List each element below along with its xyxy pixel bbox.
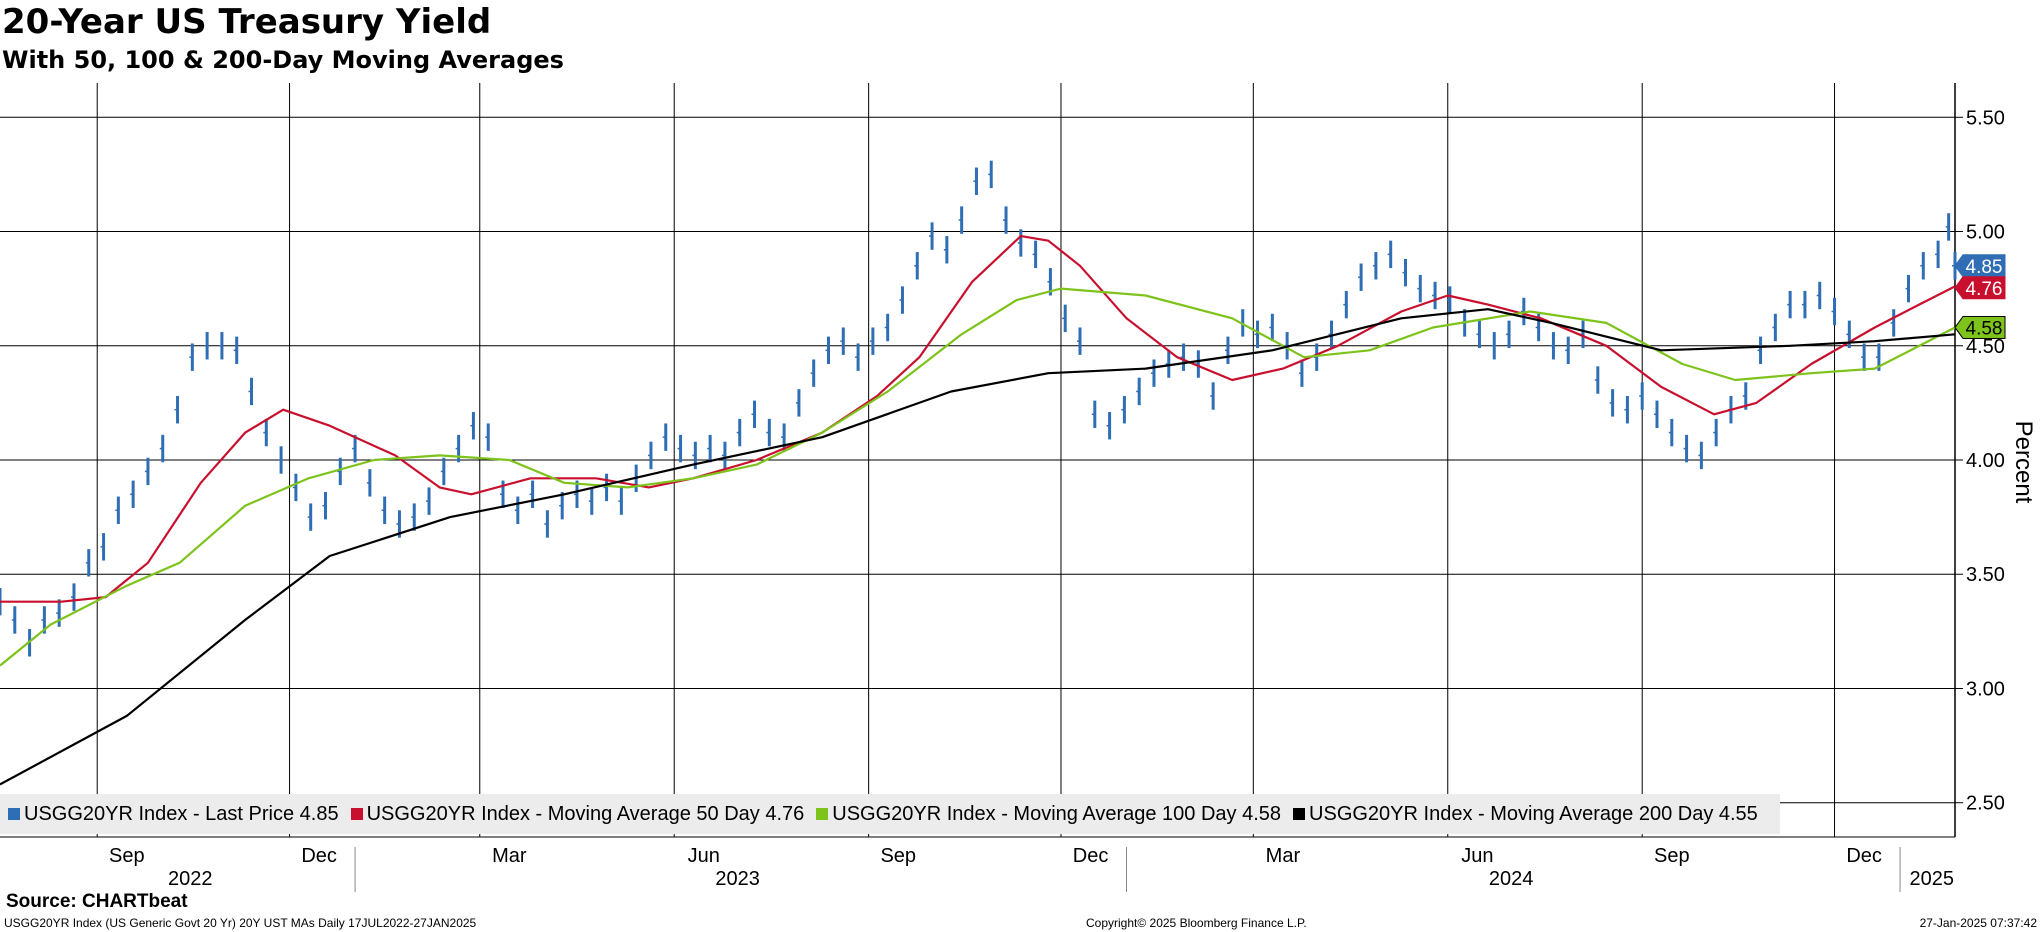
- legend-label: USGG20YR Index - Moving Average 100 Day …: [832, 802, 1282, 825]
- y-tick-label: 3.50: [1966, 564, 2005, 586]
- x-tick-label-year: 2024: [1489, 868, 1534, 890]
- y-tick-label: 5.50: [1966, 107, 2005, 129]
- y-tick-label: 2.50: [1966, 793, 2005, 815]
- x-tick-label-month: Sep: [1654, 845, 1690, 867]
- legend-item: USGG20YR Index - Moving Average 100 Day …: [816, 803, 1281, 826]
- legend-item: USGG20YR Index - Last Price 4.85: [8, 803, 339, 826]
- series-line-1: [0, 235, 1956, 603]
- source-note: Source: CHARTbeat: [6, 891, 188, 912]
- x-tick-label-year: 2022: [168, 868, 213, 890]
- y-tick-label: 4.50: [1966, 336, 2005, 358]
- x-tick-label-year: 2025: [1910, 868, 1955, 890]
- x-tick-label-month: Dec: [1073, 845, 1109, 867]
- last-value-label: 4.76: [1966, 279, 2003, 300]
- legend-item: USGG20YR Index - Moving Average 50 Day 4…: [350, 802, 805, 826]
- y-axis-label: Percent: [2010, 421, 2037, 504]
- chart-title: 20-Year US Treasury Yield: [2, 2, 492, 42]
- legend-swatch: [350, 808, 363, 820]
- y-tick-label: 5.00: [1966, 222, 2005, 244]
- x-tick-label-month: Mar: [1266, 845, 1301, 867]
- legend-swatch: [1293, 808, 1306, 820]
- chart-legend: USGG20YR Index - Last Price 4.85 USGG20YR…: [0, 794, 1780, 834]
- x-tick-label-month: Sep: [109, 845, 145, 867]
- x-tick-label-month: Jun: [688, 845, 720, 867]
- series-line-3: [0, 308, 1956, 786]
- last-value-tag: [1954, 276, 2006, 300]
- footer-series-info: USGG20YR Index (US Generic Govt 20 Yr) 2…: [4, 916, 477, 930]
- legend-label: USGG20YR Index - Moving Average 200 Day …: [1309, 802, 1758, 825]
- footer-copyright: Copyright© 2025 Bloomberg Finance L.P.: [1086, 916, 1307, 930]
- x-tick-label-year: 2023: [715, 868, 760, 890]
- last-value-label: 4.85: [1966, 257, 2003, 278]
- last-value-tag: [1954, 254, 2006, 278]
- x-tick-label-month: Mar: [492, 845, 527, 867]
- series-line-2: [0, 287, 1956, 667]
- legend-label: USGG20YR Index - Last Price 4.85: [24, 802, 339, 825]
- y-tick-label: 3.00: [1966, 678, 2005, 700]
- last-value-tag: [1954, 315, 2006, 339]
- x-tick-label-month: Sep: [880, 845, 916, 867]
- x-tick-label-month: Jun: [1461, 845, 1493, 867]
- last-value-label: 4.58: [1966, 318, 2003, 339]
- x-tick-label-month: Dec: [301, 845, 337, 867]
- legend-swatch: [8, 808, 20, 820]
- x-tick-label-month: Dec: [1846, 845, 1882, 867]
- legend-label: USGG20YR Index - Moving Average 50 Day 4…: [366, 802, 805, 825]
- legend-item: USGG20YR Index - Moving Average 200 Day …: [1293, 803, 1758, 826]
- chart-subtitle: With 50, 100 & 200-Day Moving Averages: [2, 46, 564, 74]
- y-tick-label: 4.00: [1966, 450, 2005, 472]
- legend-swatch: [816, 808, 829, 820]
- footer-timestamp: 27-Jan-2025 07:37:42: [1919, 916, 2037, 930]
